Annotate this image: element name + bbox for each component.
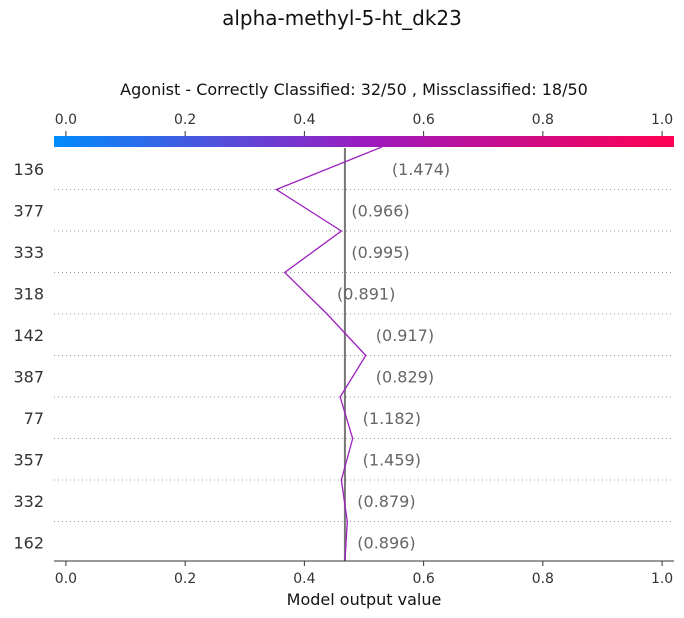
feature-name-label: 332: [13, 492, 44, 511]
feature-value-label: (0.995): [351, 243, 409, 262]
x-tick-label: 1.0: [651, 571, 673, 587]
feature-name-label: 357: [13, 450, 44, 469]
feature-name-label: 77: [24, 409, 44, 428]
feature-value-label: (1.459): [363, 450, 421, 469]
colorbar-tick-label: 0.2: [174, 112, 196, 128]
feature-value-label: (0.917): [376, 326, 434, 345]
feature-name-label: 142: [13, 326, 44, 345]
feature-name-label: 333: [13, 243, 44, 262]
feature-value-label: (0.896): [357, 533, 415, 552]
x-tick-label: 0.2: [174, 571, 196, 587]
decision-path: [274, 146, 383, 562]
feature-value-label: (0.829): [376, 367, 434, 386]
feature-name-label: 136: [13, 160, 44, 179]
feature-name-label: 162: [13, 533, 44, 552]
chart-title: alpha-methyl-5-ht_dk23: [222, 6, 462, 30]
feature-name-label: 377: [13, 201, 44, 220]
x-tick-label: 0.8: [532, 571, 554, 587]
x-tick-label: 0.4: [293, 571, 315, 587]
x-tick-label: 0.6: [412, 571, 434, 587]
colorbar-tick-label: 0.4: [293, 112, 315, 128]
feature-value-label: (1.182): [363, 409, 421, 428]
colorbar-tick-label: 0.6: [412, 112, 434, 128]
colorbar: [54, 136, 674, 147]
feature-value-label: (0.879): [357, 492, 415, 511]
colorbar-tick-label: 0.8: [532, 112, 554, 128]
x-tick-label: 0.0: [55, 571, 77, 587]
chart-subtitle: Agonist - Correctly Classified: 32/50 , …: [120, 80, 588, 99]
colorbar-tick-label: 1.0: [651, 112, 673, 128]
feature-value-label: (1.474): [392, 160, 450, 179]
colorbar-tick-label: 0.0: [55, 112, 77, 128]
feature-name-label: 387: [13, 367, 44, 386]
feature-name-label: 318: [13, 284, 44, 303]
x-axis-label: Model output value: [287, 590, 442, 609]
feature-value-label: (0.966): [351, 201, 409, 220]
feature-value-label: (0.891): [337, 284, 395, 303]
